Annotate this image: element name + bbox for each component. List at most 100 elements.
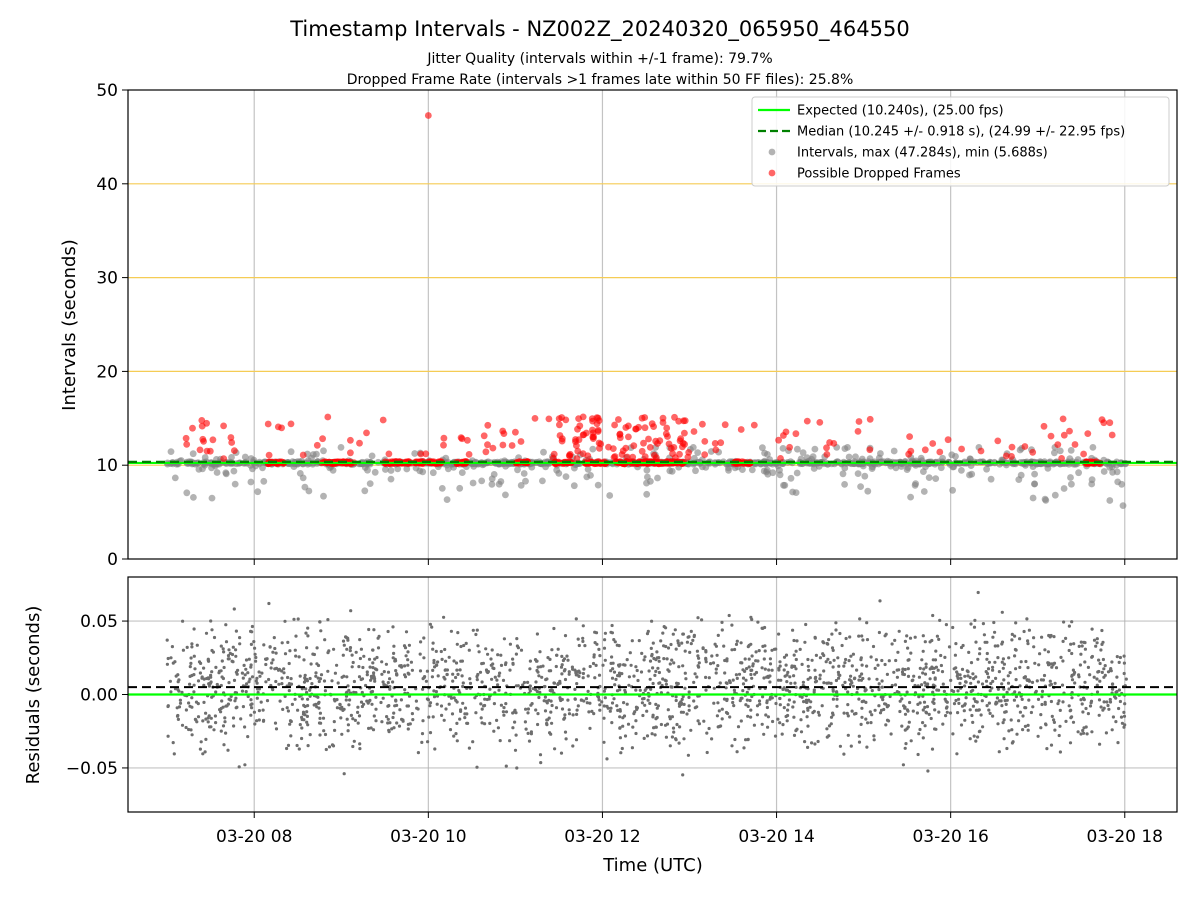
- residual-point: [905, 634, 909, 638]
- residual-point: [602, 704, 606, 708]
- interval-point: [419, 468, 427, 476]
- residual-point: [612, 670, 617, 674]
- interval-point: [1100, 468, 1108, 475]
- dropped-frame-point: [623, 453, 631, 461]
- interval-point: [858, 455, 866, 463]
- residual-point: [975, 700, 979, 704]
- residual-point: [1110, 728, 1114, 732]
- interval-point: [668, 467, 676, 475]
- interval-point: [382, 466, 389, 473]
- residual-point: [610, 721, 614, 725]
- residual-point: [844, 636, 848, 641]
- residual-point: [1079, 652, 1083, 656]
- residual-point: [1097, 698, 1102, 702]
- residual-point: [716, 725, 720, 729]
- residual-point: [1006, 674, 1010, 678]
- residual-point: [330, 679, 334, 683]
- residual-point: [353, 718, 357, 723]
- residual-point: [1095, 690, 1100, 694]
- residual-point: [924, 665, 928, 669]
- dropped-frame-point: [616, 431, 624, 438]
- dropped-frame-point: [680, 417, 687, 425]
- interval-point: [190, 494, 197, 501]
- residual-point: [763, 644, 767, 648]
- residual-point: [921, 736, 925, 740]
- residual-point: [270, 661, 274, 665]
- residual-point: [211, 650, 215, 654]
- residual-point: [593, 641, 597, 645]
- residual-point: [350, 665, 354, 669]
- residual-point: [550, 721, 554, 725]
- residual-point: [923, 640, 927, 644]
- residual-point: [287, 661, 291, 666]
- interval-point: [517, 482, 525, 489]
- residual-point: [760, 722, 764, 726]
- residual-point: [388, 677, 392, 681]
- residual-point: [751, 664, 755, 668]
- residual-point: [813, 676, 817, 681]
- residual-point: [1100, 628, 1104, 633]
- residual-point: [831, 713, 835, 717]
- residual-point: [720, 717, 724, 721]
- interval-point: [1088, 476, 1096, 484]
- residual-point: [319, 673, 324, 677]
- residual-point: [297, 655, 301, 659]
- residual-point: [479, 702, 483, 706]
- residual-point: [298, 723, 302, 727]
- residual-point: [283, 652, 288, 656]
- residual-point: [678, 725, 682, 729]
- residual-point: [725, 681, 729, 686]
- residual-point: [626, 722, 631, 726]
- residual-point: [391, 680, 395, 684]
- residual-point: [574, 617, 578, 621]
- interval-point: [403, 465, 411, 473]
- residual-point: [806, 664, 810, 668]
- residual-point: [710, 737, 714, 741]
- residual-point: [661, 631, 665, 635]
- residual-point: [673, 628, 677, 632]
- residual-point: [789, 681, 793, 685]
- residual-point: [1014, 695, 1019, 699]
- residual-point: [816, 710, 821, 715]
- residual-point: [345, 717, 349, 721]
- interval-point: [228, 454, 235, 461]
- interval-point: [368, 452, 376, 460]
- residual-point: [190, 733, 194, 737]
- residual-point: [770, 696, 774, 700]
- residual-point: [707, 676, 711, 680]
- residual-point: [758, 702, 762, 706]
- residual-point: [1027, 628, 1031, 632]
- residual-point: [1122, 661, 1126, 665]
- residual-point: [419, 640, 423, 644]
- residual-point: [1095, 677, 1099, 681]
- residual-point: [1084, 706, 1088, 711]
- residual-point: [908, 636, 913, 640]
- residual-point: [832, 658, 836, 662]
- residual-point: [345, 647, 349, 651]
- residual-point: [696, 719, 700, 723]
- residual-point: [957, 697, 961, 701]
- residual-point: [768, 662, 773, 666]
- residual-point: [894, 658, 898, 663]
- residual-point: [362, 654, 366, 658]
- residual-point: [806, 677, 810, 681]
- residual-point: [202, 666, 206, 670]
- residual-point: [253, 646, 257, 650]
- residual-point: [303, 704, 307, 709]
- residual-point: [357, 714, 362, 718]
- dropped-frame-point: [517, 438, 525, 445]
- residual-point: [685, 640, 690, 644]
- dropped-frame-point: [482, 448, 490, 456]
- residual-point: [523, 720, 528, 724]
- residual-point: [860, 706, 864, 710]
- residual-point: [828, 661, 832, 665]
- residual-point: [342, 643, 346, 647]
- residual-point: [683, 649, 687, 653]
- residual-point: [392, 644, 396, 648]
- residual-point: [327, 745, 332, 749]
- residual-point: [615, 689, 620, 693]
- dropped-frame-point: [650, 423, 657, 430]
- residual-point: [226, 654, 231, 658]
- residual-point: [479, 716, 483, 720]
- residual-point: [895, 675, 900, 679]
